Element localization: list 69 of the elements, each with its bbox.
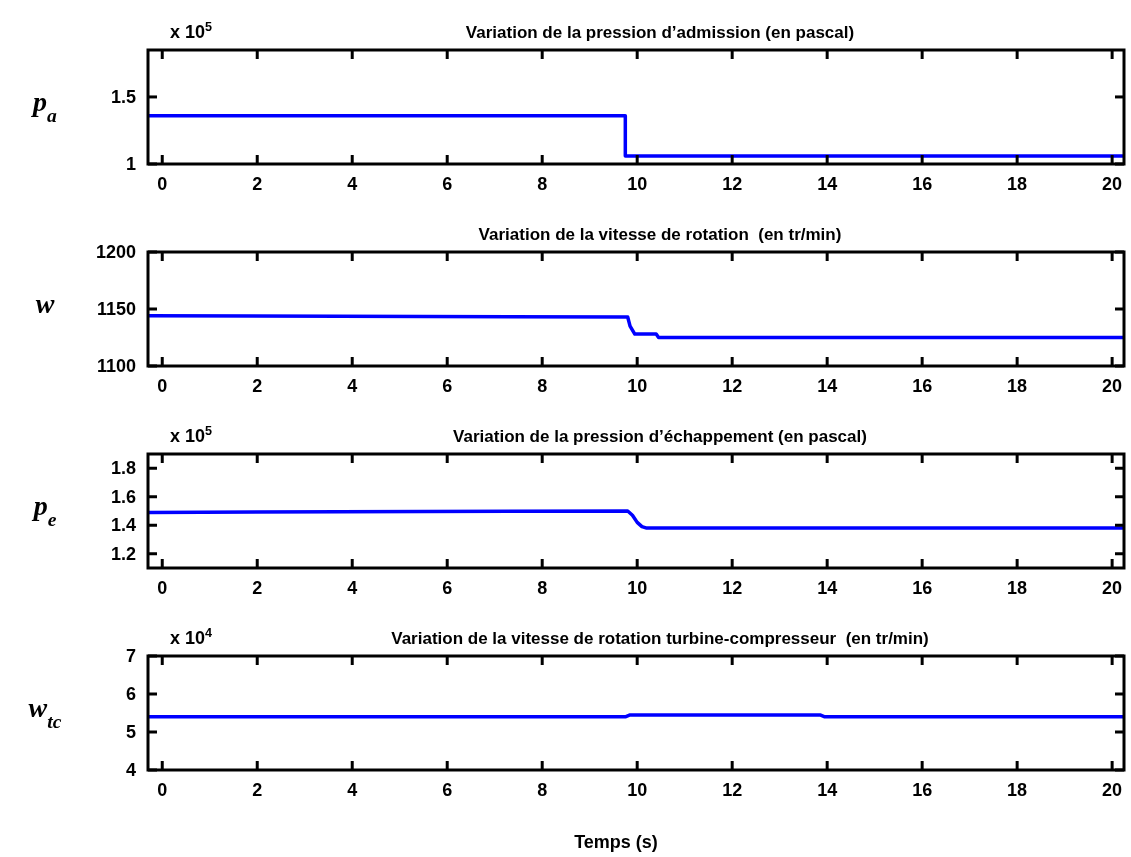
x-tick-label: 14 bbox=[817, 780, 838, 800]
chart-title: Variation de la pression d’échappement (en pascal) bbox=[453, 427, 867, 446]
x-tick-label: 2 bbox=[252, 174, 263, 194]
x-tick-label: 10 bbox=[627, 174, 648, 194]
x-tick-label: 12 bbox=[722, 174, 743, 194]
x-tick-label: 6 bbox=[442, 578, 453, 598]
y-tick-label: 1.8 bbox=[110, 458, 136, 479]
x-tick-label: 10 bbox=[627, 376, 648, 396]
y-axis-title: p$_{e}$ bbox=[31, 490, 57, 530]
x-tick-label: 18 bbox=[1007, 376, 1028, 396]
x-tick-label: 20 bbox=[1102, 780, 1123, 800]
x-axis-title: Temps (s) bbox=[574, 832, 658, 852]
y-axis-title: p$_{a}$ bbox=[31, 86, 58, 126]
text: x 10$^{5}$ bbox=[170, 20, 213, 42]
x-tick-label: 14 bbox=[817, 174, 838, 194]
y-tick-label: 1.4 bbox=[110, 515, 136, 536]
x-tick-label: 18 bbox=[1007, 578, 1028, 598]
x-tick-label: 6 bbox=[442, 376, 453, 396]
x-tick-label: 8 bbox=[537, 376, 548, 396]
x-tick-label: 16 bbox=[912, 376, 933, 396]
chart-title: Variation de la pression d’admission (en pascal) bbox=[465, 23, 855, 42]
x-tick-label: 16 bbox=[912, 578, 933, 598]
y-tick-label: 7 bbox=[125, 646, 136, 666]
x-tick-label: 18 bbox=[1007, 780, 1028, 800]
x-tick-label: 14 bbox=[817, 578, 838, 598]
y-tick-label: 6 bbox=[125, 684, 136, 704]
y-tick-label: 1.6 bbox=[110, 486, 136, 507]
y-tick-label: 4 bbox=[125, 760, 136, 780]
x-tick-label: 6 bbox=[442, 174, 453, 194]
x-tick-label: 8 bbox=[537, 780, 548, 800]
y-tick-label: 1.2 bbox=[110, 543, 136, 564]
x-tick-label: 12 bbox=[722, 780, 743, 800]
x-tick-label: 0 bbox=[157, 376, 168, 396]
x-tick-label: 20 bbox=[1102, 174, 1123, 194]
x-tick-label: 18 bbox=[1007, 174, 1028, 194]
y-tick-label: 1.5 bbox=[110, 86, 136, 107]
x-tick-label: 20 bbox=[1102, 376, 1123, 396]
x-tick-label: 8 bbox=[537, 578, 548, 598]
x-tick-label: 4 bbox=[347, 578, 358, 598]
y-axis-title: w$_{tc}$ bbox=[28, 692, 62, 732]
x-tick-label: 4 bbox=[347, 376, 358, 396]
x-tick-label: 8 bbox=[537, 174, 548, 194]
x-tick-label: 20 bbox=[1102, 578, 1123, 598]
x-tick-label: 6 bbox=[442, 780, 453, 800]
x-tick-label: 12 bbox=[722, 578, 743, 598]
x-tick-label: 12 bbox=[722, 376, 743, 396]
x-tick-label: 16 bbox=[912, 780, 933, 800]
x-tick-label: 2 bbox=[252, 376, 263, 396]
chart-title: Variation de la vitesse de rotation turbine-compresseur (en tr/min) bbox=[391, 629, 929, 648]
x-tick-label: 16 bbox=[912, 174, 933, 194]
x-tick-label: 10 bbox=[627, 578, 648, 598]
text: x 10$^{5}$ bbox=[170, 424, 213, 446]
y-tick-label: 1100 bbox=[96, 356, 136, 376]
x-tick-label: 0 bbox=[157, 578, 168, 598]
x-tick-label: 4 bbox=[347, 780, 358, 800]
x-tick-label: 10 bbox=[627, 780, 648, 800]
chart-title: Variation de la vitesse de rotation (en tr/min) bbox=[478, 225, 842, 244]
text: x 10$^{4}$ bbox=[170, 626, 213, 648]
y-tick-label: 5 bbox=[125, 722, 136, 742]
y-tick-label: 1 bbox=[125, 154, 136, 174]
x-tick-label: 14 bbox=[817, 376, 838, 396]
y-tick-label: 1150 bbox=[96, 299, 136, 319]
x-tick-label: 0 bbox=[157, 174, 168, 194]
x-tick-label: 2 bbox=[252, 780, 263, 800]
x-tick-label: 2 bbox=[252, 578, 263, 598]
y-tick-label: 1200 bbox=[95, 242, 136, 262]
x-tick-label: 4 bbox=[347, 174, 358, 194]
y-axis-title: w bbox=[35, 288, 55, 319]
x-tick-label: 0 bbox=[157, 780, 168, 800]
